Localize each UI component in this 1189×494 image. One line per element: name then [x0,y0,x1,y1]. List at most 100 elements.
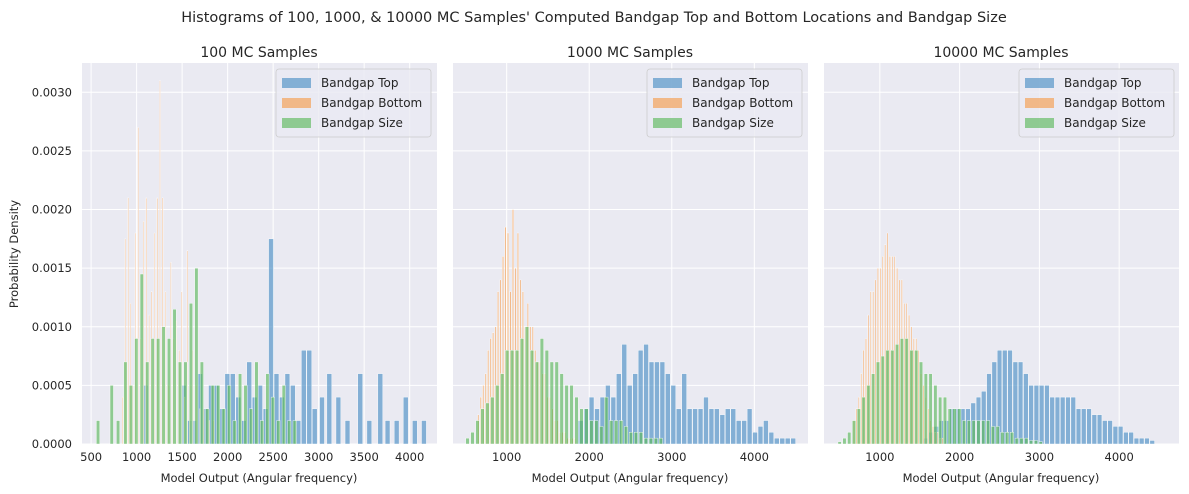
bar-bandgap-size [639,432,643,444]
bar-bandgap-size [996,426,999,444]
bar-bandgap-size [938,397,941,444]
bar-bandgap-size [476,421,480,444]
bar-bandgap-size [619,421,623,444]
y-axis-label: Probability Density [7,200,21,308]
bar-bandgap-top [693,409,698,444]
x-tick-label: 2000 [213,450,242,464]
bar-bandgap-size [255,362,258,444]
bar-bandgap-size [173,309,176,444]
bar-bandgap-size [500,374,504,444]
bar-bandgap-size [491,397,495,444]
bar-bandgap-bottom [923,385,924,444]
bar-bandgap-top [1145,438,1150,444]
x-tick-label: 1500 [167,450,196,464]
bar-bandgap-top [1050,397,1055,444]
bar-bandgap-top [1097,415,1102,444]
bar-bandgap-top [1008,350,1013,444]
bar-bandgap-size [288,421,291,444]
bar-bandgap-size [129,385,132,444]
bar-bandgap-top [320,397,325,444]
x-tick-label: 3000 [304,450,333,464]
bar-bandgap-size [629,432,633,444]
bar-bandgap-top [687,409,692,444]
bar-bandgap-size [1029,440,1032,444]
legend-swatch-size [653,118,682,128]
bar-bandgap-top [307,350,312,444]
bar-bandgap-size [891,350,894,444]
bar-bandgap-size [96,421,99,444]
bar-bandgap-top [345,421,350,444]
bar-bandgap-size [604,397,608,444]
bar-bandgap-bottom [870,292,871,444]
bar-bandgap-size [862,397,865,444]
y-tick-label: 0.0005 [32,378,72,392]
legend-swatch-size [282,118,311,128]
bar-bandgap-size [624,426,628,444]
bar-bandgap-size [910,350,913,444]
bar-bandgap-size [585,409,589,444]
bar-bandgap-size [277,421,280,444]
x-tick-label: 2000 [575,450,604,464]
bar-bandgap-size [876,362,879,444]
bar-bandgap-top [312,409,317,444]
bar-bandgap-size [881,356,884,444]
bar-bandgap-size [570,385,574,444]
bar-bandgap-size [1034,440,1037,444]
legend-label-top: Bandgap Top [1064,76,1141,90]
bar-bandgap-top [1118,426,1123,444]
bar-bandgap-size [590,421,594,444]
bar-bandgap-size [515,350,519,444]
x-tick-label: 3500 [350,450,379,464]
bar-bandgap-top [780,438,785,444]
bar-bandgap-size [1001,432,1004,444]
bar-bandgap-size [496,385,500,444]
bar-bandgap-top [1055,397,1060,444]
bar-bandgap-size [867,385,870,444]
bar-bandgap-top [1102,421,1107,444]
bar-bandgap-size [595,421,599,444]
bar-bandgap-top [1081,409,1086,444]
bar-bandgap-top [682,374,687,444]
bar-bandgap-bottom [122,397,123,444]
bar-bandgap-top [769,432,774,444]
x-axis-label: Model Output (Angular frequency) [161,471,358,485]
bar-bandgap-size [953,409,956,444]
bar-bandgap-size [967,421,970,444]
bar-bandgap-top [1071,397,1076,444]
bar-bandgap-top [422,421,427,444]
bar-bandgap-size [644,438,648,444]
legend-label-bottom: Bandgap Bottom [692,96,793,110]
legend-swatch-size [1025,118,1054,128]
bar-bandgap-top [714,409,719,444]
bar-bandgap-bottom [928,409,929,444]
bar-bandgap-top [1139,438,1144,444]
bar-bandgap-top [747,409,752,444]
y-tick-label: 0.0015 [32,261,72,275]
bar-bandgap-top [671,385,676,444]
bar-bandgap-size [249,409,252,444]
bar-bandgap-top [731,409,736,444]
bar-bandgap-size [260,421,263,444]
bar-bandgap-bottom [932,426,933,444]
bar-bandgap-size [530,350,534,444]
bar-bandgap-size [972,421,975,444]
legend-swatch-bottom [653,98,682,108]
x-tick-label: 4000 [395,450,424,464]
bar-bandgap-top [378,374,383,444]
legend-label-bottom: Bandgap Bottom [1064,96,1165,110]
bar-bandgap-bottom [904,303,905,444]
x-tick-label: 4000 [740,450,769,464]
bar-bandgap-size [871,374,874,444]
bar-bandgap-top [758,426,763,444]
bar-bandgap-top [676,409,681,444]
bar-bandgap-size [189,303,192,444]
bar-bandgap-size [948,409,951,444]
y-tick-label: 0.0000 [32,437,72,451]
bar-bandgap-top [1066,397,1071,444]
bar-bandgap-size [565,385,569,444]
bar-bandgap-size [156,338,159,444]
bar-bandgap-bottom [885,245,886,444]
bar-bandgap-size [962,421,965,444]
bar-bandgap-size [195,268,198,444]
bar-bandgap-size [649,438,653,444]
